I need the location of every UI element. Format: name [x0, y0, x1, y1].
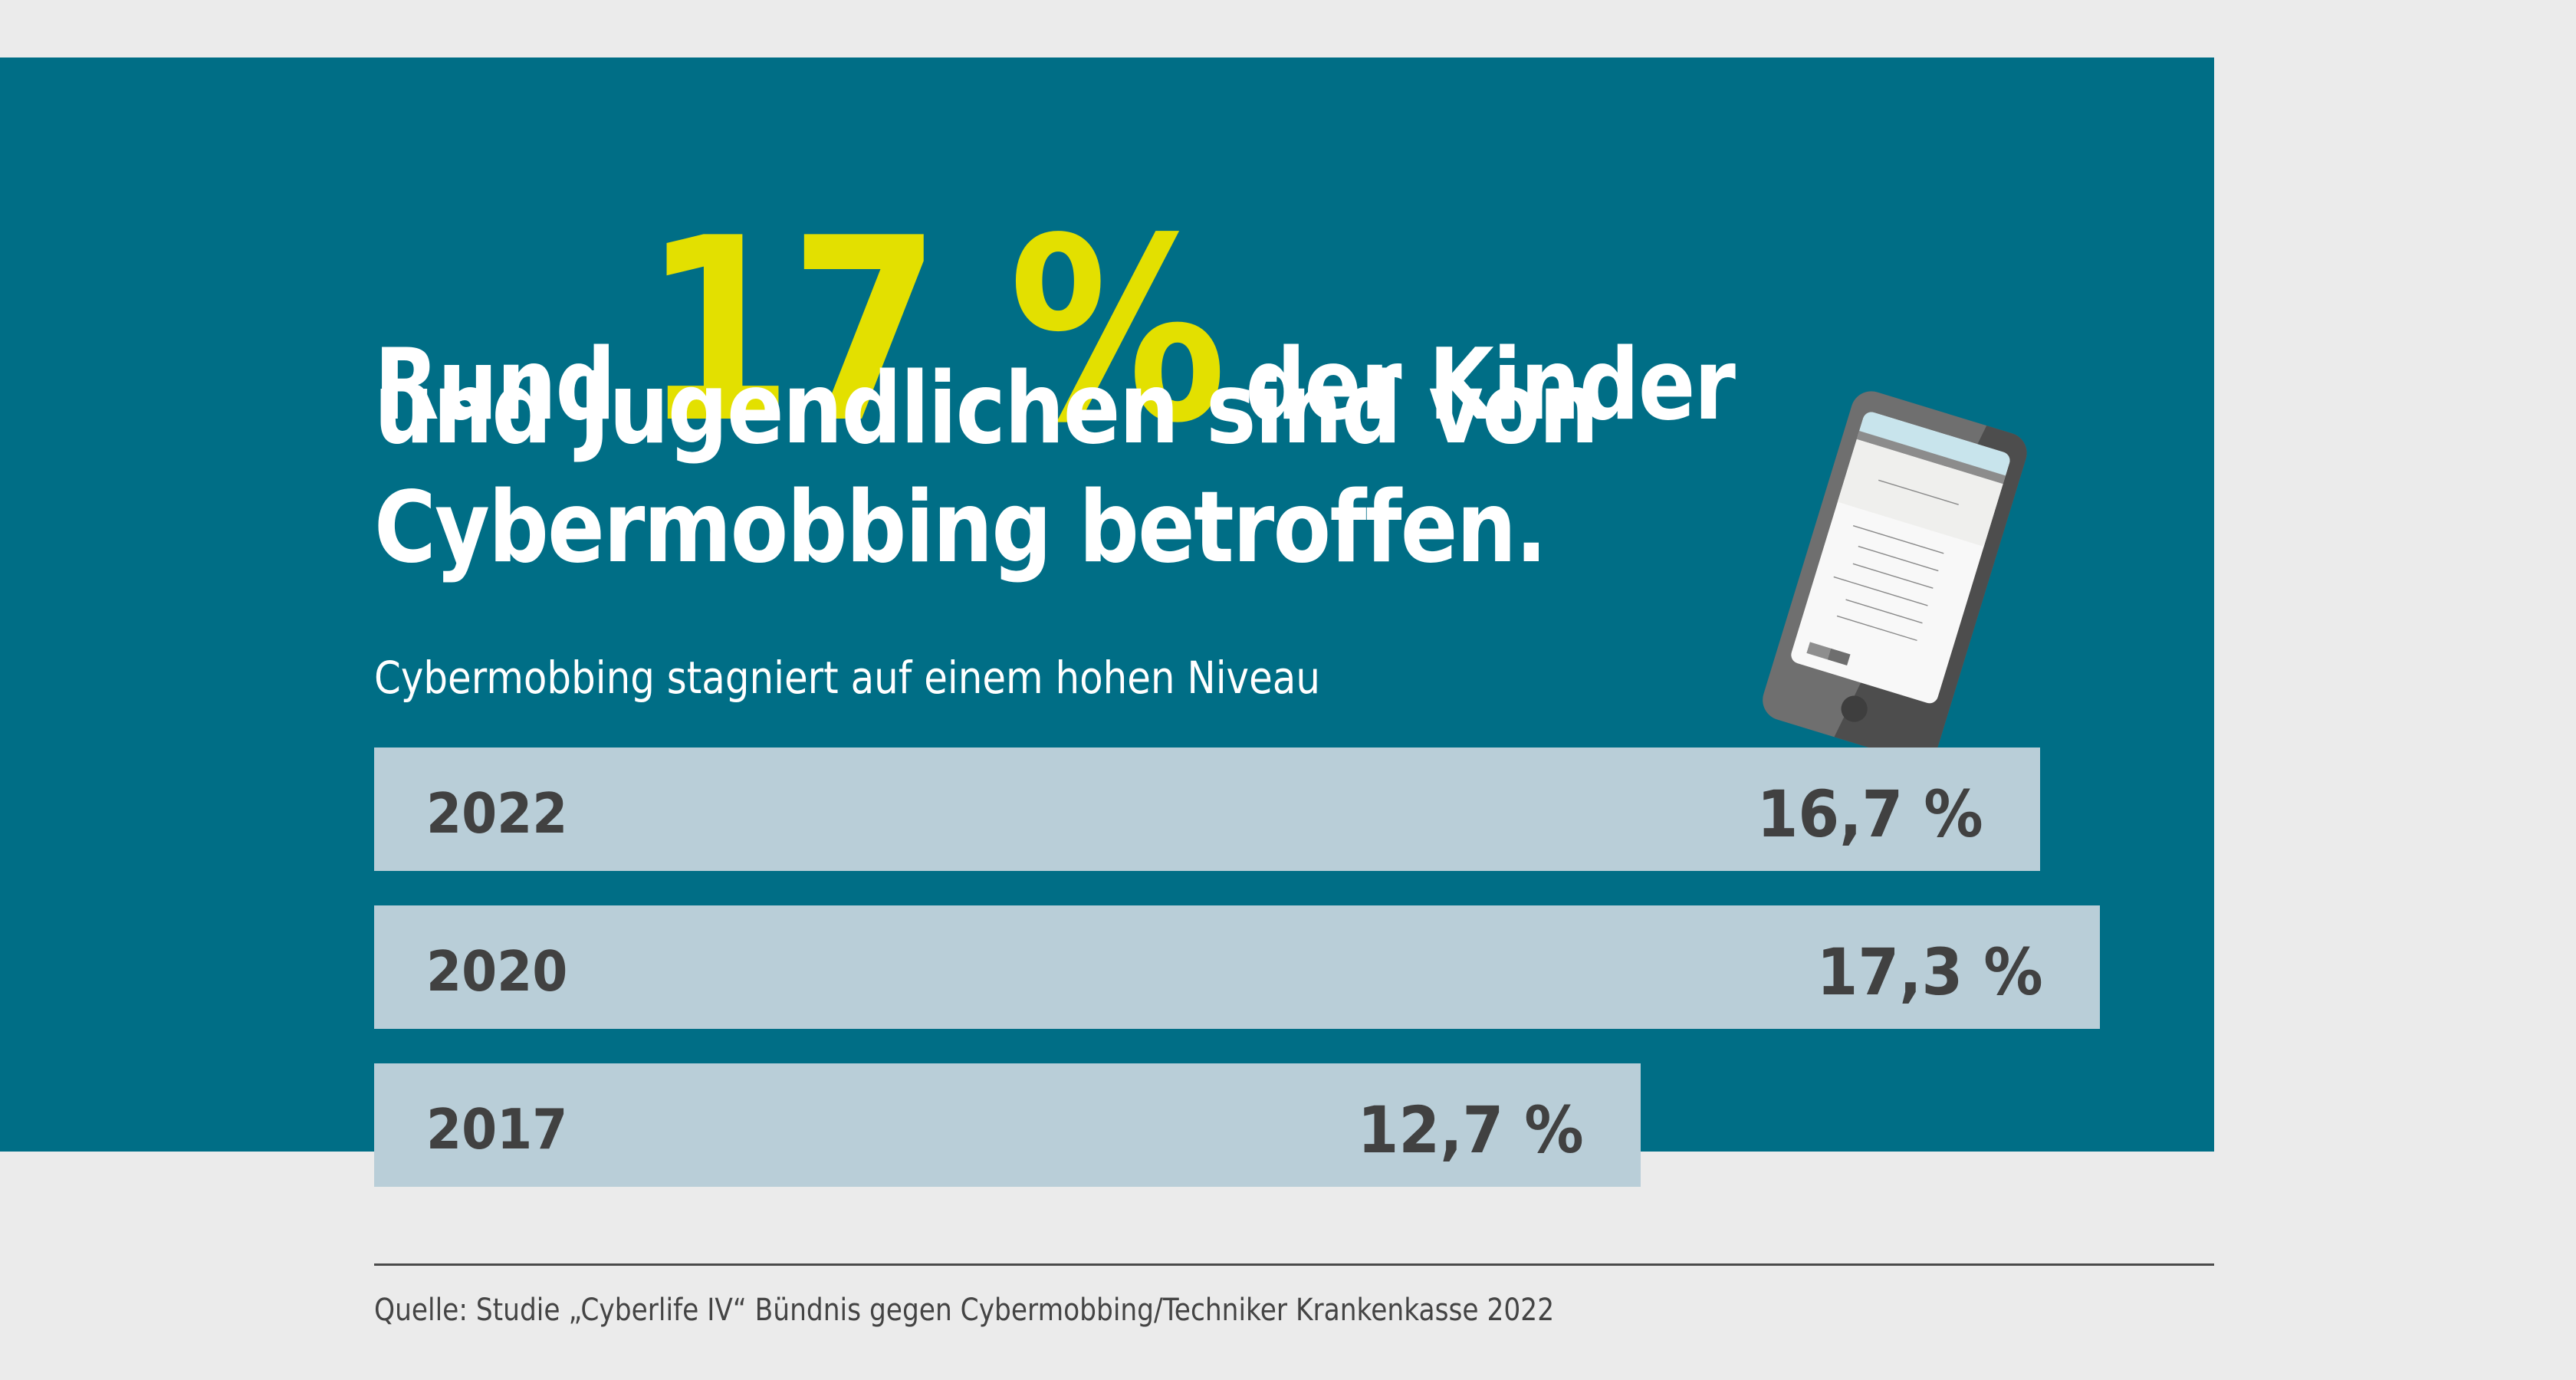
bar-2022: 2022 16,7 % [374, 748, 2040, 871]
smartphone-icon [1733, 383, 2055, 748]
headline-prefix: Rund [374, 328, 616, 442]
headline-highlight-percent: 17 % [642, 184, 1227, 478]
source-note: Quelle: Studie „Cyberlife IV“ Bündnis ge… [374, 1293, 1555, 1328]
bar-value-label: 12,7 % [1357, 1092, 1584, 1168]
headline-line-1: Rund 17 % der Kinder [374, 184, 1736, 478]
headline-line-2: und Jugendlichen sind von [374, 352, 1598, 466]
source-divider [374, 1263, 2214, 1266]
bar-category-label: 2020 [426, 939, 568, 1004]
bar-category-label: 2017 [426, 1097, 568, 1162]
bar-value-label: 16,7 % [1756, 777, 1983, 852]
headline-line-3: Cybermobbing betroffen. [374, 471, 1547, 585]
bar-2017: 2017 12,7 % [374, 1063, 1641, 1187]
bar-category-label: 2022 [426, 781, 568, 846]
headline-suffix: der Kinder [1245, 328, 1736, 442]
bar-2020: 2020 17,3 % [374, 905, 2100, 1029]
bar-value-label: 17,3 % [1816, 935, 2043, 1010]
chart-subtitle: Cybermobbing stagniert auf einem hohen N… [374, 652, 1320, 704]
